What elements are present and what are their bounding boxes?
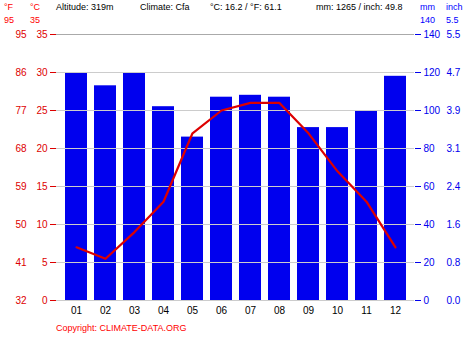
svg-text:10: 10	[332, 305, 344, 316]
html-text:140: 140	[420, 15, 435, 25]
svg-text:08: 08	[274, 305, 286, 316]
svg-text:11: 11	[361, 305, 372, 316]
html-text:Climate: Cfa: Climate: Cfa	[140, 2, 190, 12]
svg-text:100: 100	[424, 105, 441, 116]
html-text:mm: 1265 / inch: 49.8: mm: 1265 / inch: 49.8	[316, 2, 403, 12]
svg-text:80: 80	[424, 143, 436, 154]
svg-text:3.1: 3.1	[447, 143, 461, 154]
svg-text:120: 120	[424, 67, 441, 78]
svg-text:5.5: 5.5	[447, 29, 461, 40]
svg-text:2.4: 2.4	[447, 181, 461, 192]
svg-text:0: 0	[42, 295, 48, 306]
svg-text:0: 0	[424, 295, 430, 306]
svg-text:60: 60	[424, 181, 436, 192]
svg-text:77: 77	[15, 105, 27, 116]
svg-text:04: 04	[158, 305, 170, 316]
svg-text:3.9: 3.9	[447, 105, 461, 116]
svg-text:41: 41	[15, 257, 27, 268]
svg-text:25: 25	[36, 105, 48, 116]
svg-text:02: 02	[100, 305, 112, 316]
html-text:5.5: 5.5	[446, 15, 459, 25]
svg-text:0.0: 0.0	[447, 295, 461, 306]
svg-text:5: 5	[42, 257, 48, 268]
svg-text:30: 30	[36, 67, 48, 78]
svg-text:140: 140	[424, 29, 441, 40]
svg-text:86: 86	[15, 67, 27, 78]
svg-text:95: 95	[15, 29, 27, 40]
svg-text:4.7: 4.7	[447, 67, 461, 78]
svg-text:35: 35	[36, 29, 48, 40]
svg-text:03: 03	[129, 305, 141, 316]
svg-text:07: 07	[245, 305, 257, 316]
html-text:°C: °C	[30, 2, 41, 12]
svg-text:20: 20	[424, 257, 436, 268]
html-text:Altitude: 319m: Altitude: 319m	[56, 2, 114, 12]
svg-text:10: 10	[36, 219, 48, 230]
html-text:inch: inch	[446, 2, 463, 12]
svg-text:59: 59	[15, 181, 27, 192]
html-text:°F: °F	[4, 2, 14, 12]
svg-text:50: 50	[15, 219, 27, 230]
svg-text:06: 06	[216, 305, 228, 316]
svg-text:1.6: 1.6	[447, 219, 461, 230]
svg-text:05: 05	[187, 305, 199, 316]
svg-text:20: 20	[36, 143, 48, 154]
svg-text:0.8: 0.8	[447, 257, 461, 268]
html-text:mm: mm	[420, 2, 435, 12]
svg-text:40: 40	[424, 219, 436, 230]
html-text:95: 95	[4, 15, 14, 25]
html-text:35: 35	[30, 15, 40, 25]
svg-text:12: 12	[390, 305, 402, 316]
html-text:°C: 16.2 / °F: 61.1: °C: 16.2 / °F: 61.1	[210, 2, 282, 12]
svg-text:09: 09	[303, 305, 315, 316]
svg-text:68: 68	[15, 143, 27, 154]
html-text:Copyright: CLIMATE-DATA.ORG: Copyright: CLIMATE-DATA.ORG	[56, 323, 187, 333]
svg-text:15: 15	[36, 181, 48, 192]
svg-text:32: 32	[15, 295, 27, 306]
svg-text:01: 01	[71, 305, 83, 316]
